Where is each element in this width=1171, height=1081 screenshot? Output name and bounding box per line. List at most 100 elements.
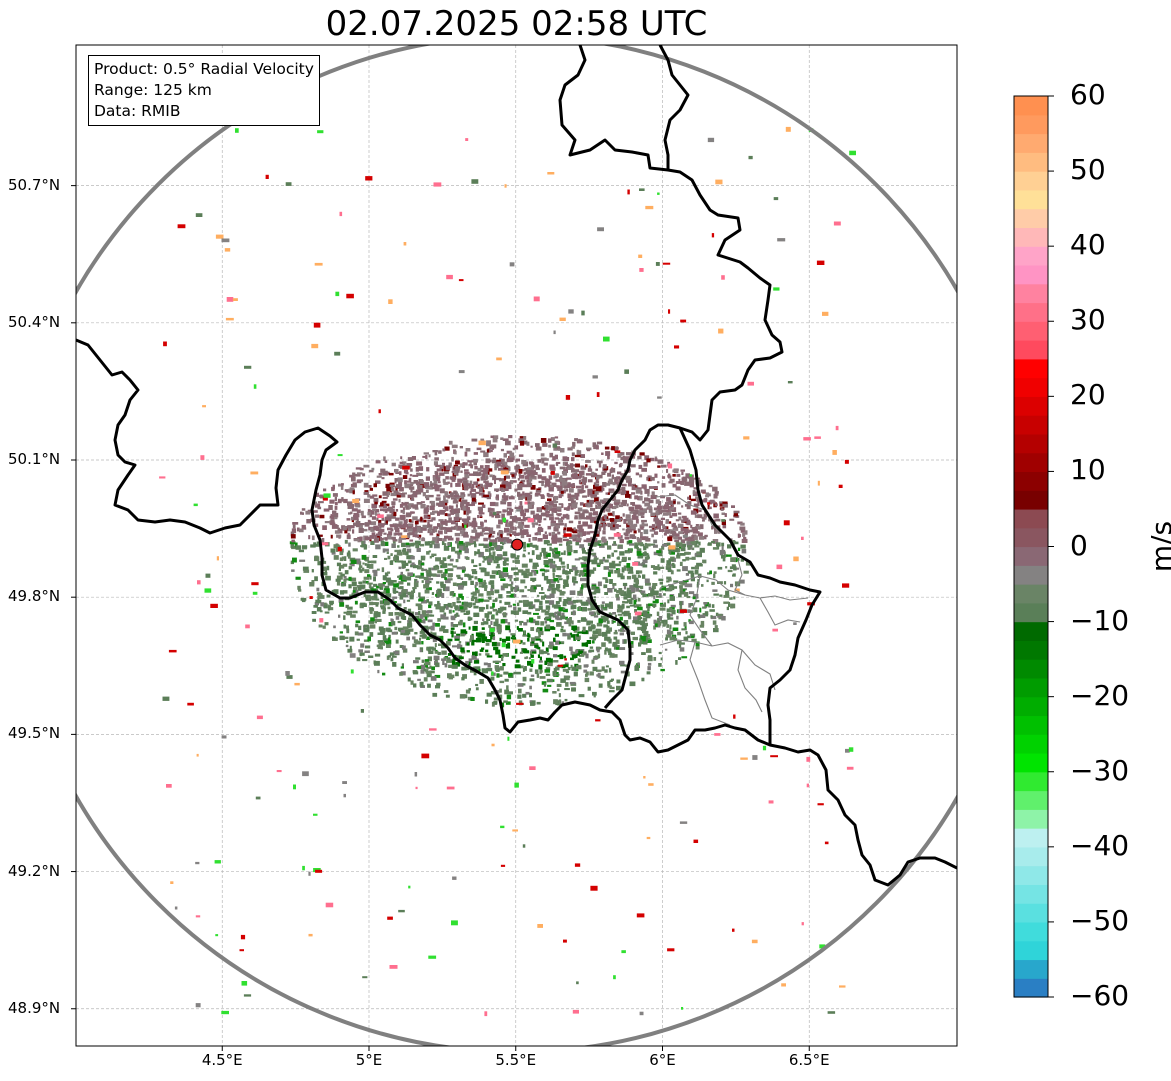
echo-cell — [486, 495, 491, 500]
echo-cell — [681, 543, 686, 547]
echo-cell — [334, 496, 337, 501]
echo-cell — [427, 519, 433, 522]
echo-cell — [693, 503, 699, 507]
echo-cell — [681, 519, 685, 523]
echo-cell — [402, 461, 407, 464]
echo-cell — [726, 606, 729, 611]
echo-cell — [339, 529, 343, 534]
echo-cell-sparse — [743, 436, 750, 440]
echo-cell — [507, 583, 513, 587]
echo-cell — [634, 544, 639, 549]
echo-cell — [632, 503, 636, 507]
echo-cell — [391, 655, 397, 658]
echo-cell — [457, 478, 463, 483]
echo-cell — [507, 642, 510, 645]
echo-cell — [517, 485, 523, 491]
echo-cell-sparse — [500, 864, 506, 867]
echo-cell — [366, 563, 370, 569]
echo-cell — [627, 671, 630, 676]
echo-cell — [301, 524, 306, 529]
echo-cell — [697, 501, 700, 507]
echo-cell — [452, 658, 457, 661]
echo-cell — [725, 566, 728, 569]
echo-cell — [604, 518, 609, 521]
echo-cell — [382, 638, 388, 641]
echo-cell — [483, 452, 489, 458]
echo-cell — [744, 530, 748, 535]
echo-cell — [589, 671, 594, 676]
echo-cell — [664, 648, 668, 651]
echo-cell — [421, 610, 426, 615]
echo-cell-sparse — [512, 829, 518, 832]
echo-cell — [385, 643, 391, 648]
echo-cell — [374, 595, 378, 598]
echo-cell — [641, 677, 645, 682]
echo-cell — [633, 523, 638, 527]
echo-cell — [449, 492, 454, 497]
echo-cell-sparse — [563, 939, 567, 943]
echo-cell — [441, 563, 448, 568]
echo-cell — [329, 607, 334, 611]
echo-cell — [392, 539, 398, 542]
echo-cell — [503, 671, 509, 675]
echo-cell — [425, 497, 430, 501]
echo-cell — [548, 585, 553, 591]
echo-cell-sparse — [293, 784, 296, 790]
echo-cell — [459, 446, 463, 449]
echo-cell — [527, 552, 530, 555]
echo-cell — [696, 540, 699, 544]
echo-cell — [575, 476, 582, 479]
echo-cell — [297, 527, 300, 532]
echo-cell — [332, 484, 335, 490]
echo-cell — [356, 472, 363, 475]
echo-cell — [403, 599, 406, 604]
echo-cell — [483, 579, 486, 583]
echo-cell — [373, 602, 379, 605]
echo-cell-sparse — [163, 341, 167, 347]
echo-cell — [314, 514, 319, 518]
echo-cell — [468, 604, 472, 608]
echo-cell — [645, 543, 651, 547]
echo-cell — [314, 501, 317, 505]
echo-cell — [363, 627, 369, 633]
echo-cell — [647, 608, 650, 611]
echo-cell — [597, 503, 602, 507]
echo-cell — [549, 452, 554, 458]
echo-cell — [344, 528, 348, 534]
colorbar-segment-9 — [1014, 809, 1048, 829]
echo-cell-sparse — [643, 776, 646, 779]
echo-cell — [667, 473, 671, 479]
echo-cell — [466, 516, 471, 521]
echo-cell — [462, 477, 468, 481]
echo-cell — [549, 516, 554, 521]
echo-cell — [506, 459, 512, 463]
echo-cell — [477, 633, 482, 638]
echo-cell — [490, 449, 493, 453]
echo-cell — [696, 545, 700, 548]
echo-cell — [641, 519, 647, 523]
echo-cell — [741, 548, 747, 554]
echo-cell — [598, 543, 602, 546]
echo-cell — [386, 655, 390, 660]
echo-cell — [505, 625, 511, 631]
echo-cell — [411, 590, 415, 593]
echo-cell — [461, 465, 465, 468]
echo-cell — [345, 578, 349, 581]
echo-cell — [514, 488, 518, 492]
echo-cell — [644, 488, 650, 494]
echo-cell — [481, 627, 485, 630]
echo-cell — [613, 636, 618, 640]
echo-cell — [552, 456, 556, 461]
echo-cell — [404, 629, 411, 635]
echo-cell — [417, 565, 422, 570]
echo-cell — [707, 504, 710, 510]
echo-cell — [462, 505, 467, 511]
echo-cell — [619, 616, 623, 621]
echo-cell — [391, 543, 396, 548]
echo-cell — [614, 481, 620, 485]
echo-cell — [670, 570, 674, 575]
echo-cell — [695, 641, 700, 647]
echo-cell — [504, 486, 509, 489]
echo-cell — [297, 585, 301, 590]
echo-cell — [635, 579, 639, 585]
